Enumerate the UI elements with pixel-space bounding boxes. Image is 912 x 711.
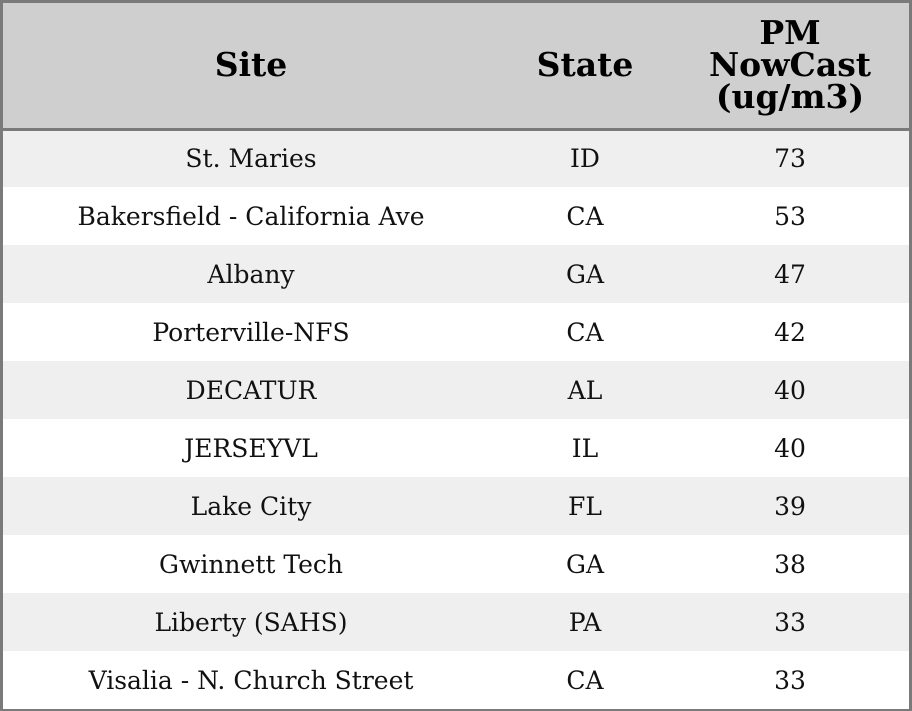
cell-state: GA [565,259,605,289]
cell-state: CA [566,201,604,231]
cell-state: CA [566,665,604,695]
table-row: Liberty (SAHS) PA 33 [3,593,909,651]
table-header: Site State PM NowCast (ug/m3) [3,3,909,131]
table-row: Gwinnett Tech GA 38 [3,535,909,593]
table-row: St. Maries ID 73 [3,129,909,187]
cell-state: ID [570,144,600,174]
table-row: Albany GA 47 [3,245,909,303]
cell-site: Visalia - N. Church Street [88,665,414,695]
cell-pm-value: 73 [774,144,806,174]
cell-pm-value: 33 [774,607,806,637]
cell-state: CA [566,317,604,347]
cell-pm-value: 39 [774,491,806,521]
table-row: Visalia - N. Church Street CA 33 [3,651,909,709]
table-body: St. Maries ID 73 Bakersfield - Californi… [3,129,909,709]
cell-pm-value: 38 [774,549,806,579]
cell-site: JERSEYVL [184,433,318,463]
cell-pm-value: 42 [774,317,806,347]
table-row: Porterville-NFS CA 42 [3,303,909,361]
cell-state: IL [571,433,599,463]
table-row: DECATUR AL 40 [3,361,909,419]
cell-site: Porterville-NFS [152,317,350,347]
cell-site: St. Maries [185,144,317,174]
cell-site: DECATUR [185,375,317,405]
header-row: Site State PM NowCast (ug/m3) [3,3,909,131]
cell-site: Lake City [190,491,312,521]
pm-nowcast-table: Site State PM NowCast (ug/m3) St. Maries… [3,3,909,709]
column-header-state: State [499,3,671,131]
cell-pm-value: 47 [774,259,806,289]
cell-site: Albany [207,259,295,289]
cell-site: Liberty (SAHS) [154,607,348,637]
cell-pm-value: 40 [774,433,806,463]
table-row: Bakersfield - California Ave CA 53 [3,187,909,245]
cell-pm-value: 40 [774,375,806,405]
cell-site: Gwinnett Tech [158,549,344,579]
column-header-site: Site [3,3,499,131]
table-row: JERSEYVL IL 40 [3,419,909,477]
table-row: Lake City FL 39 [3,477,909,535]
cell-site: Bakersfield - California Ave [77,201,425,231]
cell-state: GA [565,549,605,579]
cell-pm-value: 33 [774,665,806,695]
column-header-pm-nowcast: PM NowCast (ug/m3) [671,3,909,131]
cell-state: AL [567,375,603,405]
cell-state: PA [568,607,602,637]
cell-state: FL [568,491,602,521]
cell-pm-value: 53 [774,201,806,231]
